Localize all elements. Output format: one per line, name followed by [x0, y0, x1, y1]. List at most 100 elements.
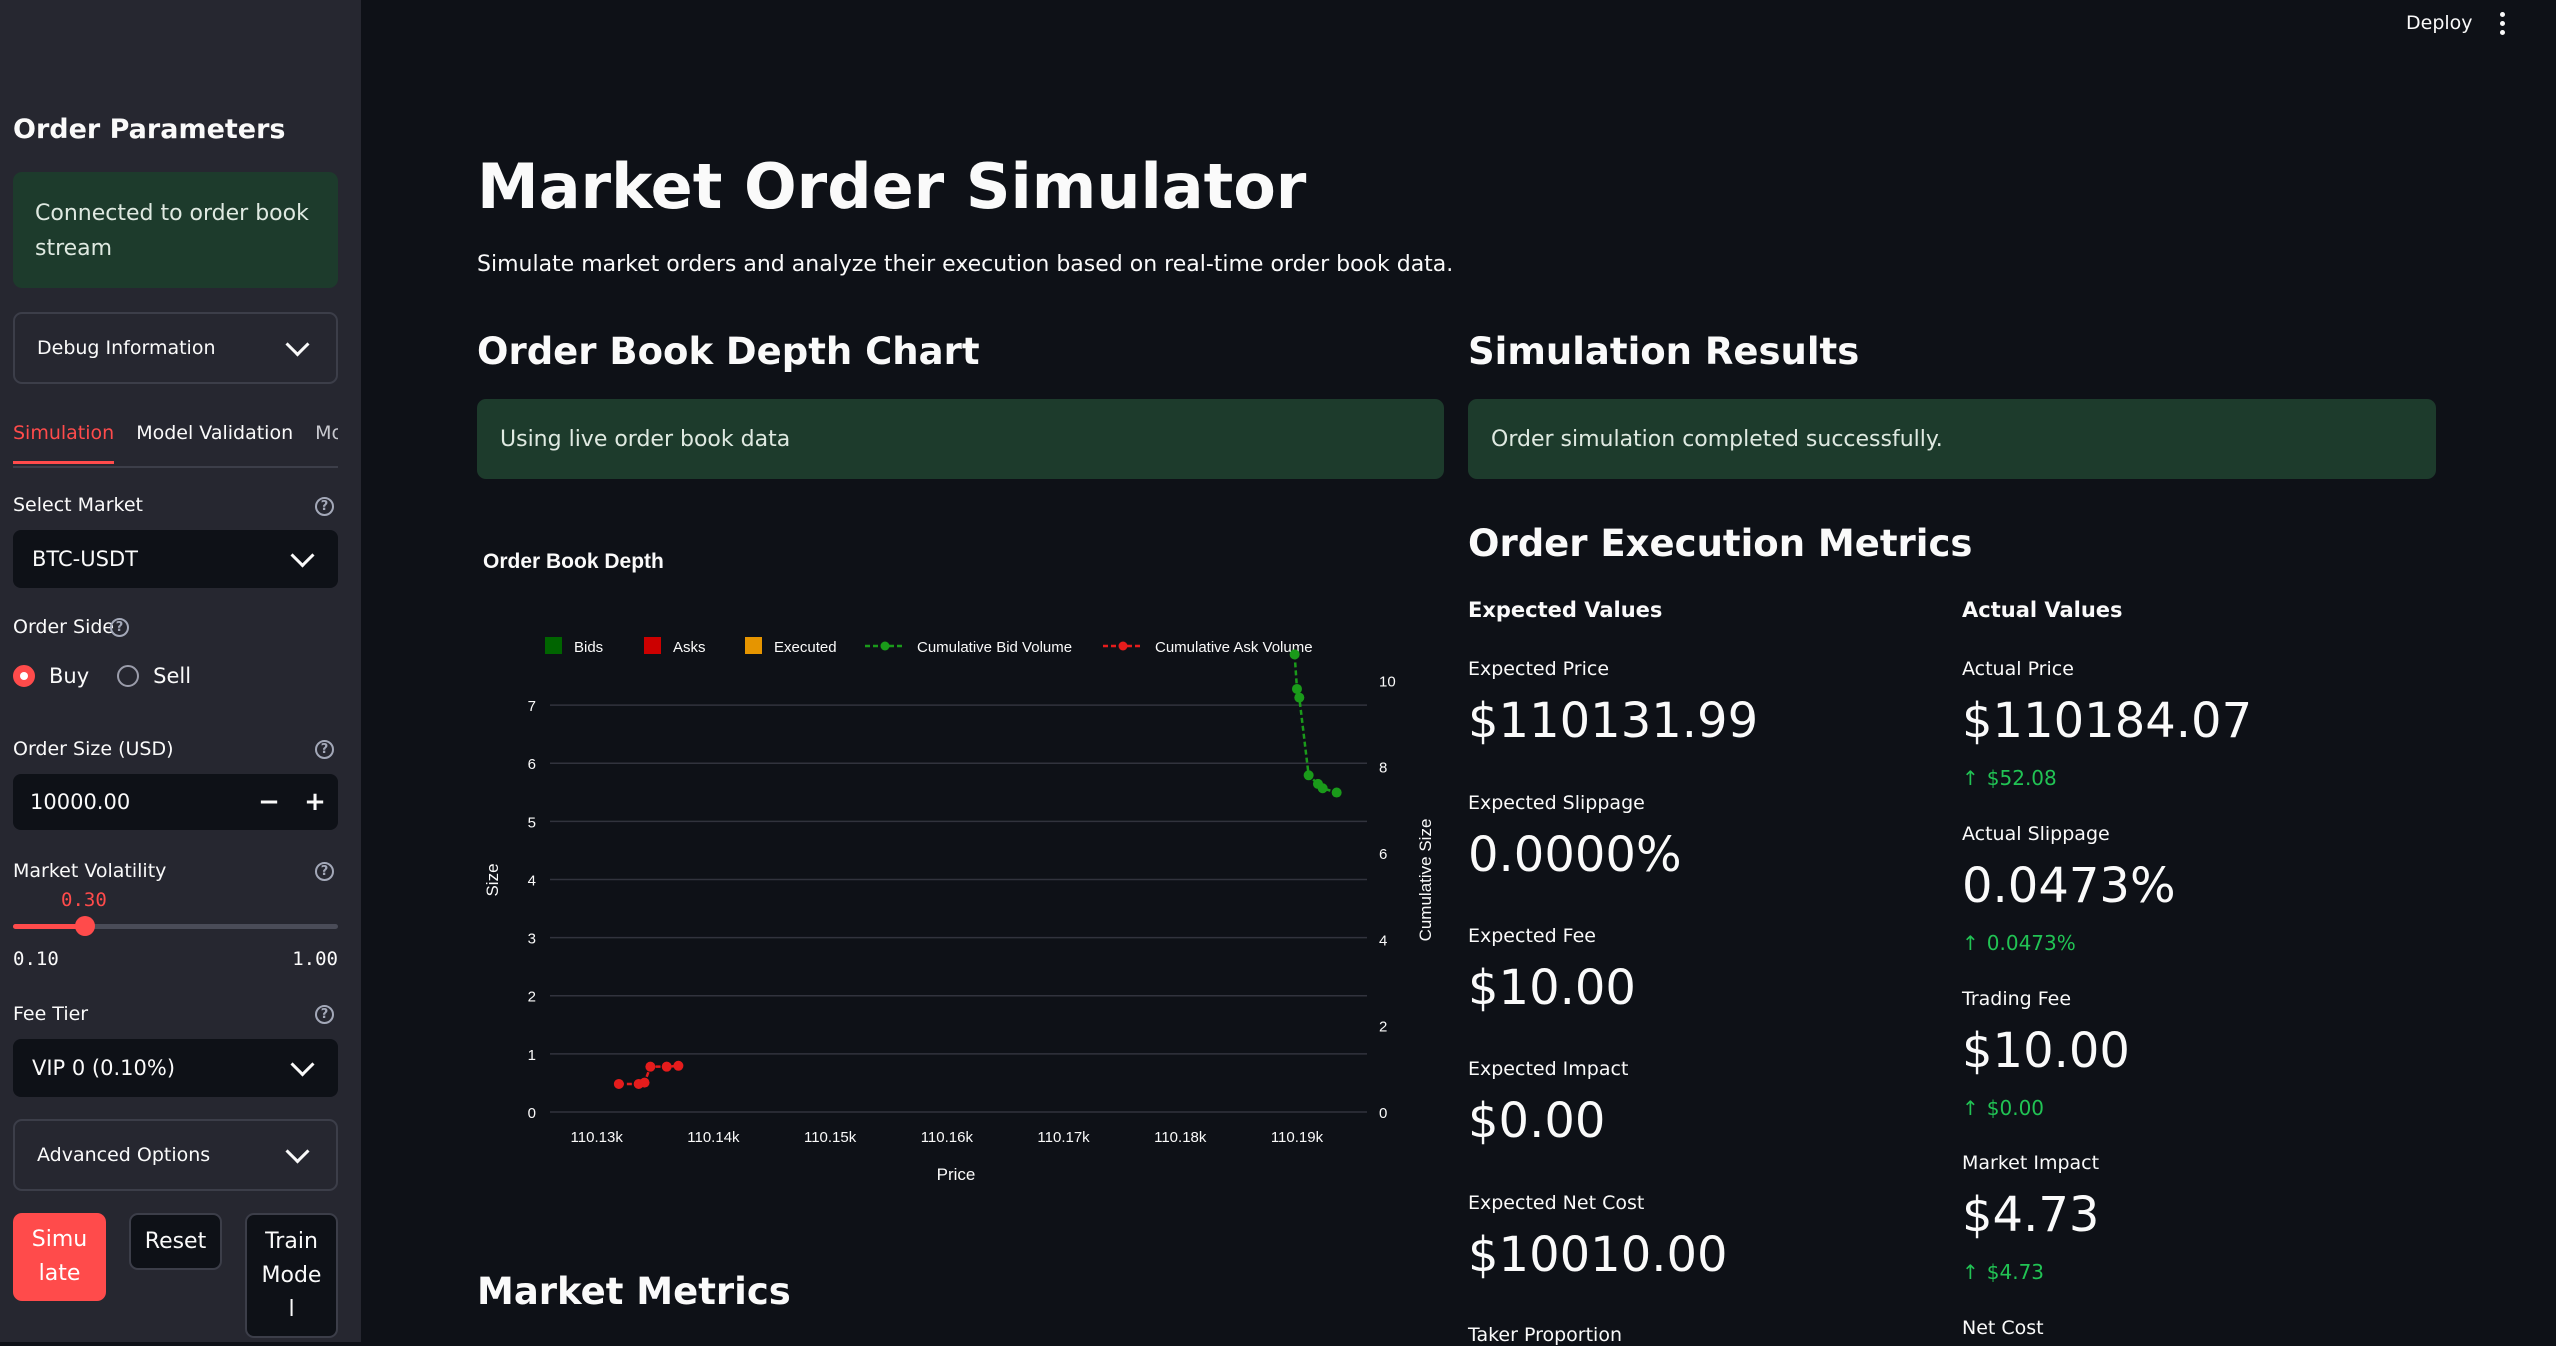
y-tick-label: 3	[528, 931, 536, 948]
main-menu-icon[interactable]	[2500, 12, 2506, 39]
legend-label: Asks	[673, 639, 706, 656]
volatility-slider-handle[interactable]	[75, 916, 96, 936]
help-icon[interactable]: ?	[315, 862, 334, 881]
legend-marker	[880, 641, 890, 651]
trading-fee-delta-value: $0.00	[1986, 1096, 2045, 1120]
data-point	[645, 1061, 656, 1072]
x-tick-label: 110.18k	[1154, 1129, 1207, 1146]
tab-model-validation[interactable]: Model Validation	[136, 422, 294, 444]
volatility-label: Market Volatility	[13, 860, 167, 882]
x-axis-label: Price	[937, 1165, 976, 1184]
arrow-up-icon: ↑	[1962, 931, 1979, 955]
depth-chart-svg: Order Book Depth 0 1 2 3 4 5 6 7 0 2 4 6 8 10 110.13k 11…	[483, 550, 1435, 1184]
depth-chart-heading: Order Book Depth Chart	[477, 330, 980, 373]
data-point	[1289, 649, 1300, 660]
x-tick-label: 110.13k	[571, 1129, 624, 1146]
train-model-button-label: Train Mode l	[261, 1228, 322, 1322]
market-impact-label: Market Impact	[1962, 1152, 2100, 1174]
order-side-label: Order Side	[13, 616, 115, 638]
y-tick-label: 5	[528, 814, 536, 831]
order-size-input[interactable]: 10000.00 − +	[13, 774, 338, 830]
tab-simulation[interactable]: Simulation	[13, 420, 115, 464]
y2-tick-label: 4	[1379, 932, 1387, 949]
net-cost-label: Net Cost	[1962, 1317, 2044, 1339]
market-impact-value: $4.73	[1962, 1187, 2100, 1243]
data-point	[1331, 787, 1342, 798]
market-metrics-heading: Market Metrics	[477, 1270, 791, 1313]
sell-radio[interactable]	[117, 665, 140, 687]
volatility-slider-value: 0.30	[61, 889, 107, 911]
data-point	[1291, 683, 1302, 694]
page-title: Market Order Simulator	[477, 150, 1307, 223]
reset-button-label: Reset	[144, 1228, 207, 1254]
tab-model-truncated[interactable]: Mode	[315, 422, 338, 444]
reset-button[interactable]: Reset	[129, 1213, 222, 1270]
legend-label: Cumulative Ask Volume	[1155, 639, 1313, 656]
y-tick-label: 4	[528, 872, 536, 889]
legend-marker	[1118, 641, 1128, 651]
expected-impact-value: $0.00	[1468, 1093, 1606, 1149]
volatility-min-label: 0.10	[13, 948, 59, 970]
chevron-down-icon	[290, 542, 315, 568]
help-icon[interactable]: ?	[315, 1005, 334, 1024]
buy-radio-label[interactable]: Buy	[49, 664, 90, 688]
actual-price-delta: ↑ $52.08	[1962, 766, 2057, 790]
y2-tick-label: 10	[1379, 673, 1396, 690]
deploy-button[interactable]: Deploy	[2406, 12, 2473, 34]
sell-radio-label[interactable]: Sell	[153, 664, 192, 688]
decrement-button[interactable]: −	[258, 787, 280, 817]
results-heading: Simulation Results	[1468, 330, 1860, 373]
help-icon[interactable]: ?	[110, 618, 129, 637]
trading-fee-delta: ↑ $0.00	[1962, 1096, 2044, 1120]
expected-fee-label: Expected Fee	[1468, 925, 1596, 947]
simulate-button-label: Simu late	[31, 1227, 88, 1286]
y-tick-label: 7	[528, 698, 536, 715]
volatility-max-label: 1.00	[292, 948, 338, 970]
advanced-options-expander[interactable]: Advanced Options	[13, 1119, 338, 1191]
volatility-slider[interactable]	[13, 916, 338, 936]
advanced-options-label: Advanced Options	[37, 1144, 211, 1166]
increment-button[interactable]: +	[304, 787, 326, 817]
market-select[interactable]: BTC-USDT	[13, 530, 338, 588]
expected-slippage-label: Expected Slippage	[1468, 792, 1645, 814]
sidebar-title: Order Parameters	[13, 114, 286, 145]
fee-tier-select[interactable]: VIP 0 (0.10%)	[13, 1039, 338, 1097]
market-impact-delta-value: $4.73	[1986, 1260, 2045, 1284]
market-select-label: Select Market	[13, 494, 143, 516]
arrow-up-icon: ↑	[1962, 766, 1979, 790]
order-size-label: Order Size (USD)	[13, 738, 174, 760]
volatility-slider-fill	[13, 924, 86, 929]
chart-title: Order Book Depth	[483, 550, 664, 573]
x-tick-label: 110.15k	[804, 1129, 857, 1146]
legend-swatch	[545, 637, 562, 654]
buy-radio[interactable]	[13, 665, 35, 687]
expected-impact-label: Expected Impact	[1468, 1058, 1629, 1080]
train-model-button[interactable]: Train Mode l	[245, 1213, 338, 1338]
help-icon[interactable]: ?	[315, 740, 334, 759]
execution-metrics-heading: Order Execution Metrics	[1468, 522, 1973, 565]
debug-information-label: Debug Information	[37, 337, 216, 359]
y2-tick-label: 2	[1379, 1019, 1387, 1036]
actual-price-delta-value: $52.08	[1986, 766, 2057, 790]
trading-fee-label: Trading Fee	[1962, 988, 2072, 1010]
expected-net-cost-label: Expected Net Cost	[1468, 1192, 1645, 1214]
simulate-button[interactable]: Simu late	[13, 1213, 106, 1301]
taker-proportion-label: Taker Proportion	[1468, 1324, 1623, 1346]
connection-status-alert: Connected to order book stream	[13, 172, 338, 288]
help-icon[interactable]: ?	[315, 497, 334, 516]
x-tick-label: 110.19k	[1271, 1129, 1324, 1146]
debug-information-expander[interactable]: Debug Information	[13, 312, 338, 384]
fee-tier-label: Fee Tier	[13, 1003, 89, 1025]
expected-fee-value: $10.00	[1468, 960, 1636, 1016]
actual-price-label: Actual Price	[1962, 658, 2074, 680]
market-select-value: BTC-USDT	[32, 547, 138, 571]
actual-slippage-label: Actual Slippage	[1962, 823, 2110, 845]
x-tick-label: 110.17k	[1037, 1129, 1090, 1146]
data-point	[661, 1061, 672, 1072]
order-size-value[interactable]: 10000.00	[30, 790, 131, 814]
order-book-depth-chart[interactable]: Order Book Depth 0 1 2 3 4 5 6 7 0 2 4 6 8 10 110.13k 11…	[477, 535, 1445, 1195]
market-impact-delta: ↑ $4.73	[1962, 1260, 2044, 1284]
chevron-down-icon	[290, 1051, 315, 1077]
expected-values-heading: Expected Values	[1468, 598, 1663, 622]
data-point	[1317, 783, 1328, 794]
